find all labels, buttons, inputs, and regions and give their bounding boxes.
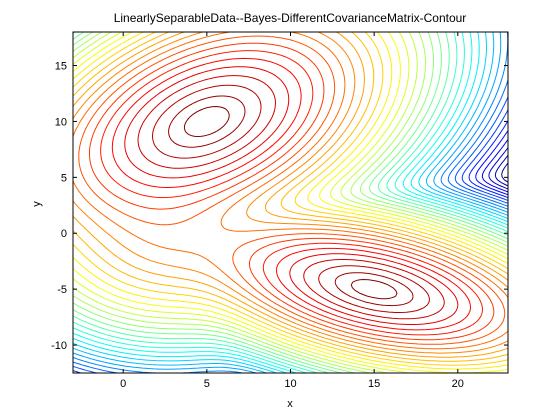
contour-level-0 xyxy=(183,106,398,300)
y-tick-label: 15 xyxy=(55,61,67,73)
y-tick-label: -5 xyxy=(57,284,67,296)
contour-level-38 xyxy=(501,162,508,183)
contour-level-18 xyxy=(73,32,508,373)
contour-level-5 xyxy=(111,57,471,331)
contour-level-33 xyxy=(468,120,508,199)
contour-level-21 xyxy=(73,32,508,373)
contour-level-17 xyxy=(73,32,508,373)
axis-ticks-group: 0 5 10 15 20 -10 -5 0 5 10 15 xyxy=(51,32,508,390)
contour-level-20 xyxy=(73,32,508,373)
contour-level-12 xyxy=(73,32,508,362)
contour-level-25 xyxy=(73,32,508,373)
contour-level-8 xyxy=(78,35,506,345)
y-tick-label: 0 xyxy=(61,228,67,240)
contour-level-14 xyxy=(73,32,508,370)
contour-level-30 xyxy=(73,79,508,373)
contour-level-6 xyxy=(100,50,483,336)
contour-level-1 xyxy=(168,95,414,307)
contour-level-24 xyxy=(73,32,508,373)
contour-level-32 xyxy=(73,109,508,373)
y-tick-label: 10 xyxy=(55,116,67,128)
x-tick-label: 5 xyxy=(204,378,210,390)
contour-level-15 xyxy=(73,32,508,373)
contour-level-34 xyxy=(475,130,508,196)
contour-level-29 xyxy=(73,32,508,373)
contour-level-10 xyxy=(73,32,508,354)
x-axis-label: x xyxy=(287,398,293,410)
contour-level-9 xyxy=(73,32,508,350)
contour-level-27 xyxy=(73,32,508,373)
contour-lines-group xyxy=(73,32,508,373)
contour-level-19 xyxy=(73,32,508,373)
contour-level-3 xyxy=(137,75,445,320)
chart-title: LinearlySeparableData--Bayes-DifferentCo… xyxy=(114,11,467,25)
x-tick-label: 20 xyxy=(452,378,464,390)
contour-level-2 xyxy=(152,84,430,313)
x-tick-label: 0 xyxy=(120,378,126,390)
x-tick-label: 10 xyxy=(284,378,296,390)
y-axis-label: y xyxy=(31,201,43,207)
contour-level-28 xyxy=(73,32,508,373)
contour-level-31 xyxy=(73,96,508,373)
contour-level-4 xyxy=(124,66,459,325)
y-tick-label: 5 xyxy=(61,172,67,184)
contour-level-26 xyxy=(73,32,508,373)
x-tick-label: 15 xyxy=(368,378,380,390)
contour-level-16 xyxy=(73,32,508,373)
plot-frame xyxy=(72,31,509,374)
contour-level-22 xyxy=(73,32,508,373)
contour-level-11 xyxy=(73,32,508,358)
contour-level-13 xyxy=(73,32,508,366)
contour-level-23 xyxy=(73,32,508,373)
y-tick-label: -10 xyxy=(51,340,67,352)
contour-level-35 xyxy=(481,139,508,193)
contour-level-36 xyxy=(488,147,508,190)
contour-level-7 xyxy=(89,42,495,341)
